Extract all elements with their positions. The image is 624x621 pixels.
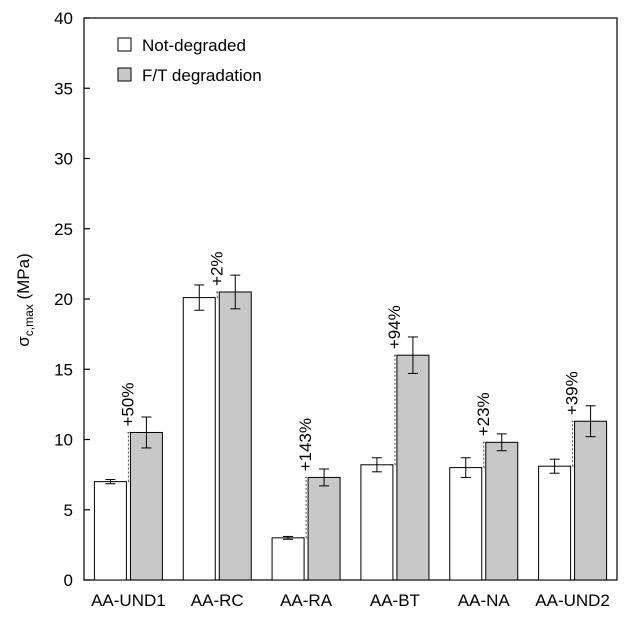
bar-not-degraded xyxy=(360,464,394,581)
x-category-label: AA-BT xyxy=(370,591,420,610)
percent-change-label: +143% xyxy=(296,418,315,471)
bar-ft-degradation xyxy=(574,420,608,581)
bar-ft-degradation xyxy=(218,291,252,581)
percent-change-label: +94% xyxy=(385,305,404,349)
y-tick-label: 30 xyxy=(54,150,73,169)
x-category-label: AA-RC xyxy=(191,591,244,610)
bar-not-degraded xyxy=(449,467,483,581)
bar-not-degraded xyxy=(538,465,572,581)
bar-ft-degradation xyxy=(485,441,519,581)
bar-ft-degradation xyxy=(396,354,430,581)
y-tick-label: 5 xyxy=(64,501,73,520)
legend-label: Not-degraded xyxy=(142,36,246,55)
y-tick-label: 25 xyxy=(54,220,73,239)
legend-swatch xyxy=(117,37,132,52)
legend-label: F/T degradation xyxy=(142,66,262,85)
x-category-label: AA-NA xyxy=(458,591,511,610)
x-category-label: AA-UND1 xyxy=(91,591,166,610)
y-tick-label: 40 xyxy=(54,9,73,28)
y-tick-label: 0 xyxy=(64,571,73,590)
percent-change-label: +39% xyxy=(563,371,582,415)
bar-not-degraded xyxy=(271,537,305,581)
legend-swatch xyxy=(117,67,132,82)
percent-change-label: +2% xyxy=(207,251,226,286)
y-tick-label: 15 xyxy=(54,360,73,379)
x-category-label: AA-UND2 xyxy=(535,591,610,610)
percent-change-label: +23% xyxy=(474,392,493,436)
y-tick-label: 35 xyxy=(54,79,73,98)
bar-ft-degradation xyxy=(129,431,163,581)
percent-change-label: +50% xyxy=(118,383,137,427)
bar-ft-degradation xyxy=(307,476,341,581)
bar-not-degraded xyxy=(93,481,127,581)
plot-frame xyxy=(83,17,618,581)
y-tick-label: 20 xyxy=(54,290,73,309)
y-axis-label: σc,max (MPa) xyxy=(14,253,36,347)
y-tick-label: 10 xyxy=(54,431,73,450)
x-category-label: AA-RA xyxy=(280,591,333,610)
bar-not-degraded xyxy=(182,297,216,581)
